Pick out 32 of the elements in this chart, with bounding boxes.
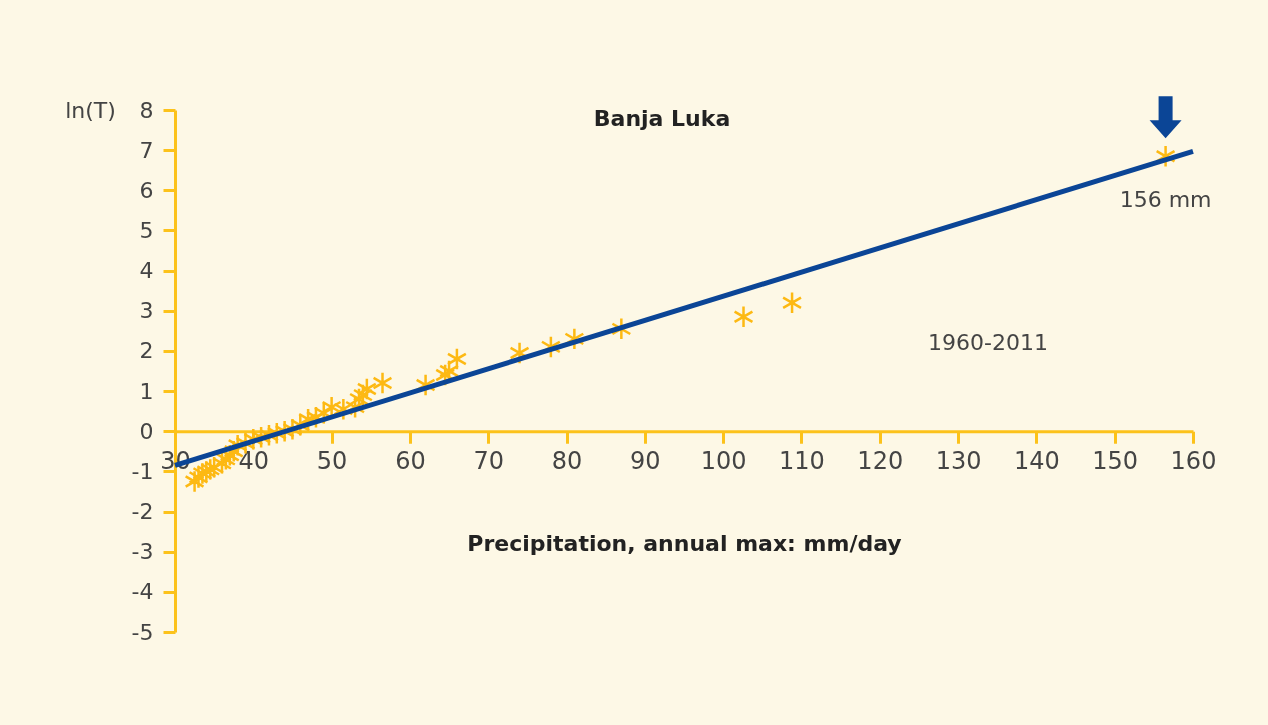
- x-tick-label: 160: [1170, 446, 1217, 475]
- x-tick-label: 110: [779, 446, 825, 475]
- y-tick-label: 1: [139, 378, 154, 404]
- chart-title: Banja Luka: [593, 106, 731, 131]
- y-tick-label: 3: [139, 298, 154, 324]
- y-axis-title: ln(T): [65, 97, 116, 123]
- x-tick-label: 140: [1013, 446, 1060, 475]
- x-tick-label: 50: [316, 446, 348, 475]
- x-tick-label: 130: [935, 446, 982, 475]
- annotation: 156 mm: [1119, 187, 1212, 213]
- x-tick-label: 80: [551, 446, 583, 475]
- x-tick-label: 70: [473, 446, 504, 475]
- y-tick-label: -2: [131, 499, 154, 525]
- x-axis-title: Precipitation, annual max: mm/day: [467, 530, 902, 556]
- y-tick-label: 7: [139, 137, 154, 163]
- annotation: 1960-2011: [928, 330, 1048, 355]
- y-tick-label: -4: [131, 579, 154, 605]
- y-tick-label: 6: [139, 177, 154, 203]
- x-tick-label: 150: [1092, 446, 1139, 475]
- y-tick-label: 4: [139, 258, 154, 284]
- x-tick-label: 40: [238, 446, 270, 475]
- y-tick-label: 5: [139, 217, 154, 243]
- x-tick-label: 60: [395, 446, 426, 475]
- x-tick-label: 120: [857, 446, 904, 475]
- y-tick-label: -5: [131, 619, 154, 645]
- y-tick-label: -1: [131, 458, 154, 484]
- y-tick-label: 8: [139, 97, 154, 123]
- x-tick-label: 100: [700, 446, 747, 475]
- y-tick-label: 2: [139, 338, 154, 364]
- y-tick-label: 0: [139, 418, 154, 444]
- x-tick-label: 90: [630, 446, 661, 475]
- y-tick-label: -3: [131, 539, 154, 565]
